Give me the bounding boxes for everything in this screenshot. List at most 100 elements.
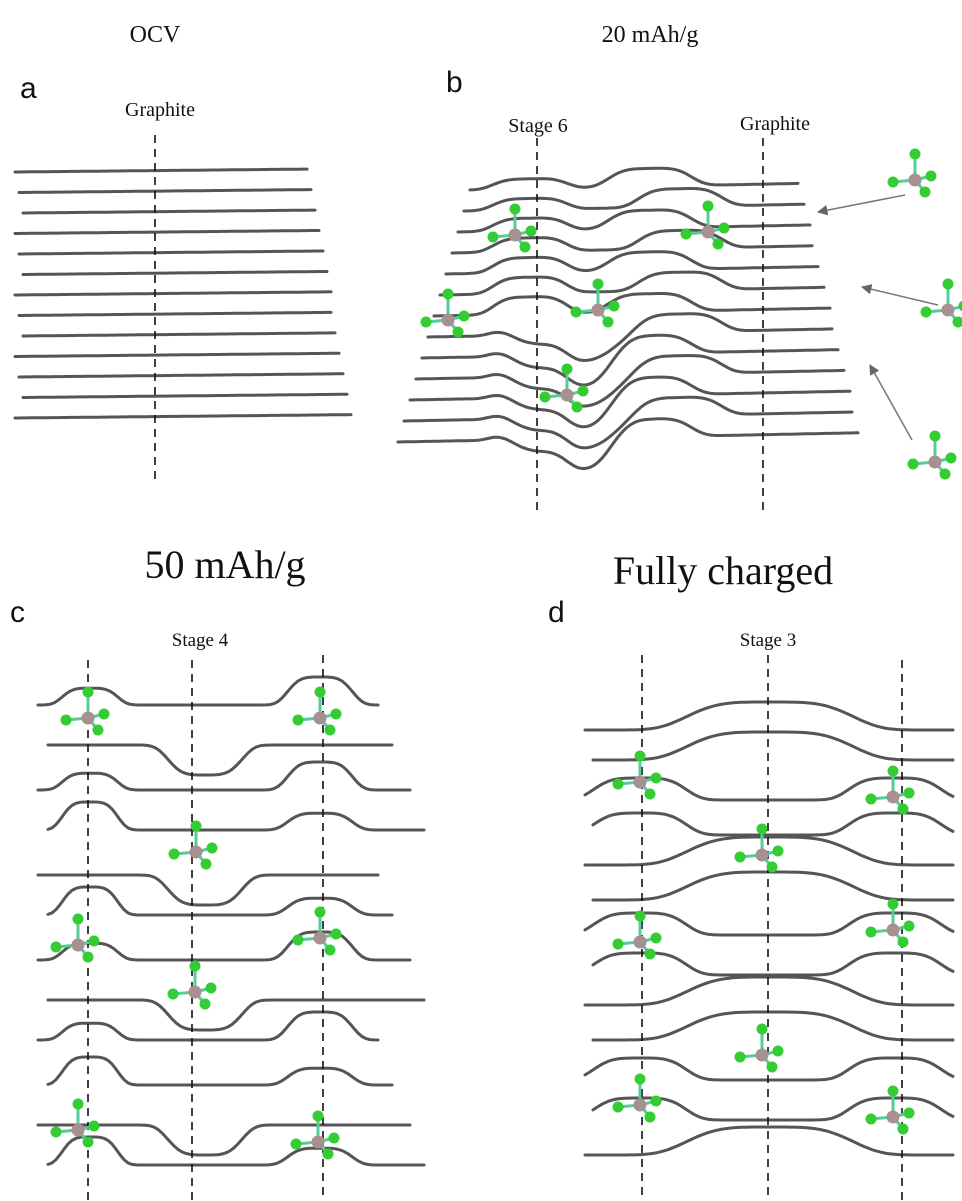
layer (17, 188, 313, 194)
layer (432, 292, 832, 318)
label: Stage 6 (508, 115, 567, 137)
layer (462, 187, 806, 213)
fluorine (88, 1120, 100, 1132)
phosphorus (886, 790, 900, 804)
layer (450, 228, 814, 255)
layer (591, 811, 955, 837)
layer (13, 229, 321, 235)
fluorine (766, 1061, 778, 1073)
panel-title: OCV (130, 22, 181, 48)
fluorine (612, 1101, 624, 1113)
fluorine (650, 1095, 662, 1107)
layer (21, 331, 337, 338)
fluorine (612, 778, 624, 790)
phosphorus (189, 845, 203, 859)
phosphorus (188, 985, 202, 999)
phosphorus (441, 313, 455, 327)
fluorine (509, 203, 521, 215)
phosphorus (633, 775, 647, 789)
fluorine (887, 898, 899, 910)
fluorine (903, 920, 915, 932)
fluorine (487, 231, 499, 243)
layer (36, 873, 380, 907)
layer (46, 885, 394, 917)
label: Stage 3 (740, 630, 796, 651)
fluorine (952, 316, 962, 328)
phosphorus (508, 228, 522, 242)
fluorine (168, 848, 180, 860)
fluorine (929, 430, 941, 442)
fluorine (909, 148, 921, 160)
fluorine (925, 170, 937, 182)
panel-letter: d (548, 596, 565, 629)
layer (583, 835, 955, 867)
fluorine (634, 1073, 646, 1085)
phosphorus (591, 303, 605, 317)
fluorine (650, 772, 662, 784)
layer (426, 312, 834, 363)
fluorine (571, 401, 583, 413)
layer (583, 700, 955, 732)
fluorine (887, 1085, 899, 1097)
phosphorus (886, 1110, 900, 1124)
fluorine (190, 820, 202, 832)
fluorine (292, 714, 304, 726)
phosphorus (313, 931, 327, 945)
fluorine (903, 1107, 915, 1119)
fluorine (887, 765, 899, 777)
layer (583, 1056, 955, 1082)
panel-letter: c (10, 596, 25, 629)
fluorine (644, 788, 656, 800)
layer (396, 417, 860, 471)
fluorine (734, 851, 746, 863)
fluorine (290, 1138, 302, 1150)
phosphorus (928, 455, 942, 469)
fluorine (577, 385, 589, 397)
layer (46, 998, 426, 1032)
layer (438, 270, 826, 297)
fluorine (942, 278, 954, 290)
fluorine (322, 1148, 334, 1160)
fluorine (452, 326, 464, 338)
fluorine (539, 391, 551, 403)
fluorine (525, 225, 537, 237)
fluorine (634, 910, 646, 922)
fluorine (199, 998, 211, 1010)
fluorine (712, 238, 724, 250)
phosphorus (71, 938, 85, 952)
fluorine (200, 858, 212, 870)
fluorine (702, 200, 714, 212)
layer (17, 249, 325, 256)
layer (591, 1010, 955, 1042)
fluorine (680, 228, 692, 240)
graphite-layers (13, 166, 955, 1167)
layer (444, 250, 820, 276)
fluorine (88, 935, 100, 947)
layer (46, 743, 394, 777)
fluorine (945, 452, 957, 464)
fluorine (167, 988, 179, 1000)
fluorine (330, 928, 342, 940)
phosphorus (701, 225, 715, 239)
layer (36, 760, 412, 792)
panel-letter: b (446, 66, 463, 99)
fluorine (865, 1113, 877, 1125)
fluorine (189, 960, 201, 972)
fluorine (958, 300, 962, 312)
fluorine (98, 708, 110, 720)
fluorine (72, 1098, 84, 1110)
fluorine (897, 1123, 909, 1135)
fluorine (442, 288, 454, 300)
fluorine (50, 1126, 62, 1138)
fluorine (206, 842, 218, 854)
fluorine (292, 934, 304, 946)
fluorine (592, 278, 604, 290)
fluorine (772, 1045, 784, 1057)
layer (468, 166, 800, 192)
fluorine (766, 861, 778, 873)
layer (456, 208, 812, 234)
layer (21, 208, 317, 215)
fluorine (608, 300, 620, 312)
phosphorus (71, 1123, 85, 1137)
fluorine (903, 787, 915, 799)
